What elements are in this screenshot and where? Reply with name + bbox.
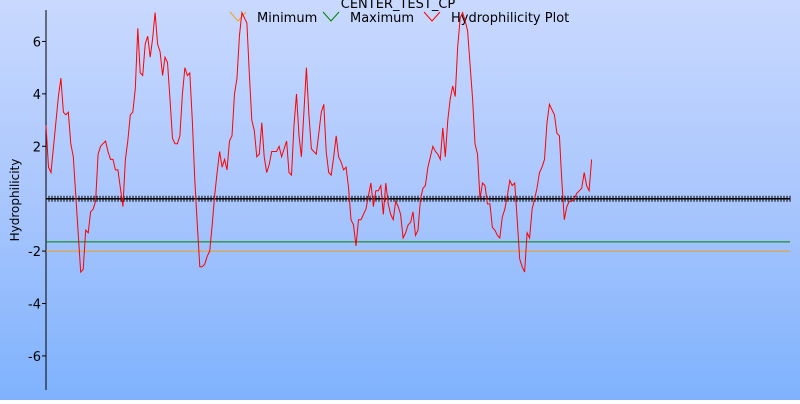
legend-swatch-icon: [322, 11, 340, 22]
hydrophilicity-plot-line: [45, 10, 593, 274]
legend-label: Maximum: [350, 11, 414, 26]
legend-label: Minimum: [257, 11, 317, 26]
y-tick-label: 6: [33, 35, 41, 50]
legend: Minimum Maximum Hydrophilicity Plot: [229, 11, 569, 26]
y-axis-label: Hydrophilicity: [8, 159, 22, 242]
y-tick-label: 4: [33, 88, 41, 103]
legend-label: Hydrophilicity Plot: [451, 11, 569, 26]
y-tick-label: -6: [28, 350, 41, 365]
y-tick-label: -4: [28, 298, 41, 313]
y-axis: 6 4 2 -2 -4 -6: [28, 10, 47, 390]
plot-area: [45, 10, 593, 274]
reference-lines: [45, 195, 791, 252]
y-tick-label: -2: [28, 245, 41, 260]
legend-swatch-icon: [423, 11, 441, 22]
chart-title: CENTER_TEST_CP: [341, 0, 456, 12]
y-tick-label: 2: [33, 140, 41, 155]
